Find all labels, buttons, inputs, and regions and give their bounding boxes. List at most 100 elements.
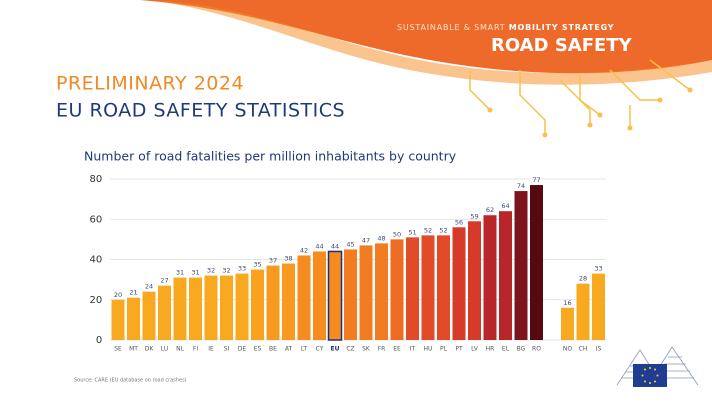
- bar: [235, 273, 249, 340]
- bar: [251, 269, 264, 340]
- x-tick-label: NO: [563, 346, 572, 353]
- bar: [592, 273, 605, 340]
- bar: [421, 235, 435, 340]
- header-band: [0, 0, 712, 74]
- value-label: 33: [238, 265, 246, 273]
- x-tick-label: DK: [145, 346, 155, 353]
- kicker: PRELIMINARY 2024: [56, 73, 244, 95]
- x-tick-label: EE: [393, 346, 401, 353]
- x-tick-label: CH: [579, 346, 588, 353]
- value-label: 42: [300, 246, 308, 254]
- bar: [468, 221, 481, 340]
- x-tick-label: PL: [440, 346, 448, 353]
- value-label: 64: [501, 202, 509, 210]
- x-tick-label: BG: [517, 346, 526, 353]
- x-tick-label: HU: [424, 346, 433, 353]
- bar: [359, 245, 373, 340]
- value-label: 45: [346, 240, 354, 248]
- bar: [266, 265, 280, 340]
- x-tick-label: FR: [378, 346, 386, 353]
- x-tick-label: PT: [455, 346, 463, 353]
- x-tick-label: LT: [301, 346, 308, 353]
- x-tick-label: ES: [254, 346, 262, 353]
- bar: [437, 235, 450, 340]
- bar: [142, 291, 156, 340]
- value-label: 33: [594, 265, 602, 273]
- x-tick-label: IS: [596, 346, 602, 353]
- x-tick-label: FI: [193, 346, 198, 353]
- value-label: 52: [424, 226, 432, 234]
- bar: [576, 283, 590, 340]
- strategy-line: SUSTAINABLE & SMART MOBILITY STRATEGY: [397, 23, 614, 32]
- bar: [561, 307, 574, 340]
- x-tick-label: IT: [410, 346, 416, 353]
- value-label: 31: [191, 269, 199, 277]
- x-tick-label: EU: [331, 346, 340, 353]
- bar: [127, 297, 140, 340]
- y-tick-label: 0: [96, 335, 102, 346]
- bar: [452, 227, 466, 340]
- circuit-dots: [487, 87, 693, 138]
- x-tick-label: LU: [161, 346, 168, 353]
- value-label: 37: [269, 257, 277, 265]
- bar: [530, 185, 543, 340]
- bar: [158, 285, 171, 340]
- bar: [282, 263, 295, 340]
- bar: [344, 249, 357, 340]
- bar: [313, 251, 326, 340]
- value-label: 28: [579, 275, 587, 283]
- value-label: 27: [160, 277, 168, 285]
- x-tick-label: RO: [532, 346, 541, 353]
- x-tick-label: NL: [176, 346, 184, 353]
- value-label: 44: [331, 242, 339, 250]
- y-tick-label: 80: [90, 174, 103, 185]
- value-label: 48: [377, 234, 385, 242]
- value-label: 35: [253, 261, 261, 269]
- value-label: 51: [408, 228, 416, 236]
- bar: [220, 275, 233, 340]
- value-label: 44: [315, 242, 323, 250]
- bar: [297, 255, 311, 340]
- y-tick-label: 60: [90, 214, 103, 225]
- bar: [406, 237, 419, 340]
- circuit-lines: [469, 59, 691, 135]
- y-tick-label: 40: [90, 255, 103, 266]
- y-tick-label: 20: [90, 295, 103, 306]
- value-label: 52: [439, 226, 447, 234]
- value-label: 16: [563, 299, 571, 307]
- bar: [204, 275, 218, 340]
- value-label: 38: [284, 255, 292, 263]
- x-tick-label: AT: [285, 346, 293, 353]
- x-tick-label: DE: [238, 346, 247, 353]
- bar: [499, 211, 512, 340]
- x-tick-label: HR: [486, 346, 495, 353]
- bar: [111, 299, 125, 340]
- value-label: 31: [176, 269, 184, 277]
- value-label: 32: [222, 267, 230, 275]
- x-tick-label: EL: [502, 346, 510, 353]
- bar: [483, 215, 497, 340]
- value-label: 24: [145, 283, 153, 291]
- x-tick-label: BE: [269, 346, 277, 353]
- source: Source: CARE (EU database on road crashe…: [74, 378, 187, 384]
- headline: EU ROAD SAFETY STATISTICS: [56, 100, 345, 122]
- bar: [514, 191, 528, 340]
- x-tick-label: CY: [316, 346, 324, 353]
- bar: [327, 250, 343, 341]
- x-tick-label: CZ: [346, 346, 354, 353]
- value-label: 74: [517, 182, 525, 190]
- value-label: 62: [486, 206, 494, 214]
- x-tick-label: SI: [224, 346, 230, 353]
- ec-logo: [616, 346, 699, 387]
- value-label: 20: [114, 291, 122, 299]
- x-tick-label: MT: [129, 346, 138, 353]
- x-tick-label: IE: [208, 346, 214, 353]
- value-label: 21: [129, 289, 137, 297]
- value-label: 59: [470, 212, 478, 220]
- header-wave: [150, 0, 712, 85]
- x-tick-label: LV: [471, 346, 479, 353]
- x-tick-label: SK: [362, 346, 371, 353]
- value-label: 32: [207, 267, 215, 275]
- bar: [173, 277, 187, 340]
